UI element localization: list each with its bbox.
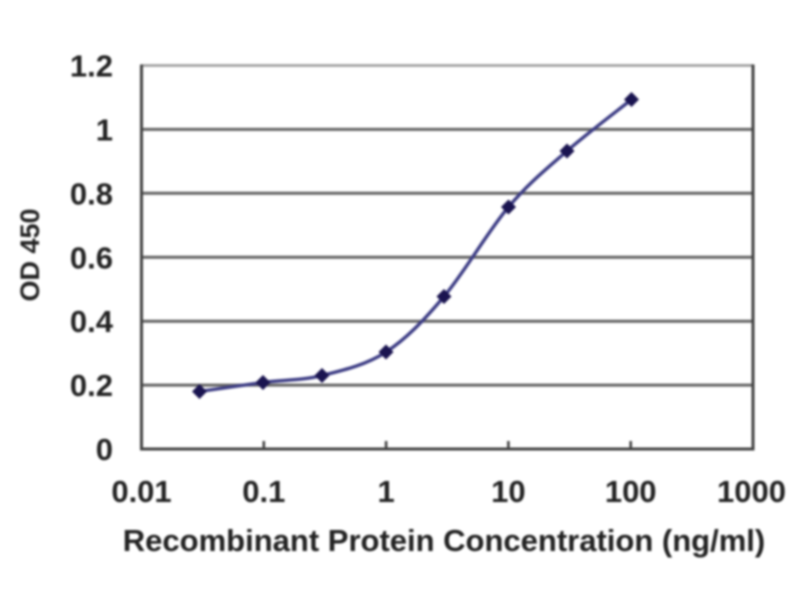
svg-text:0.6: 0.6	[70, 240, 113, 275]
svg-text:0.2: 0.2	[70, 368, 113, 403]
svg-text:1: 1	[377, 474, 394, 509]
svg-text:1.2: 1.2	[70, 49, 113, 84]
svg-text:10: 10	[491, 474, 525, 509]
svg-text:0.1: 0.1	[242, 474, 285, 509]
svg-text:100: 100	[605, 474, 657, 509]
svg-text:Recombinant Protein Concentrat: Recombinant Protein Concentration (ng/ml…	[123, 523, 765, 558]
svg-text:1: 1	[96, 112, 113, 147]
svg-text:0.01: 0.01	[111, 474, 171, 509]
svg-text:OD 450: OD 450	[15, 208, 45, 301]
svg-text:0.4: 0.4	[70, 304, 114, 339]
svg-text:0: 0	[96, 432, 113, 467]
svg-text:1000: 1000	[717, 474, 786, 509]
svg-text:0.8: 0.8	[70, 176, 113, 211]
